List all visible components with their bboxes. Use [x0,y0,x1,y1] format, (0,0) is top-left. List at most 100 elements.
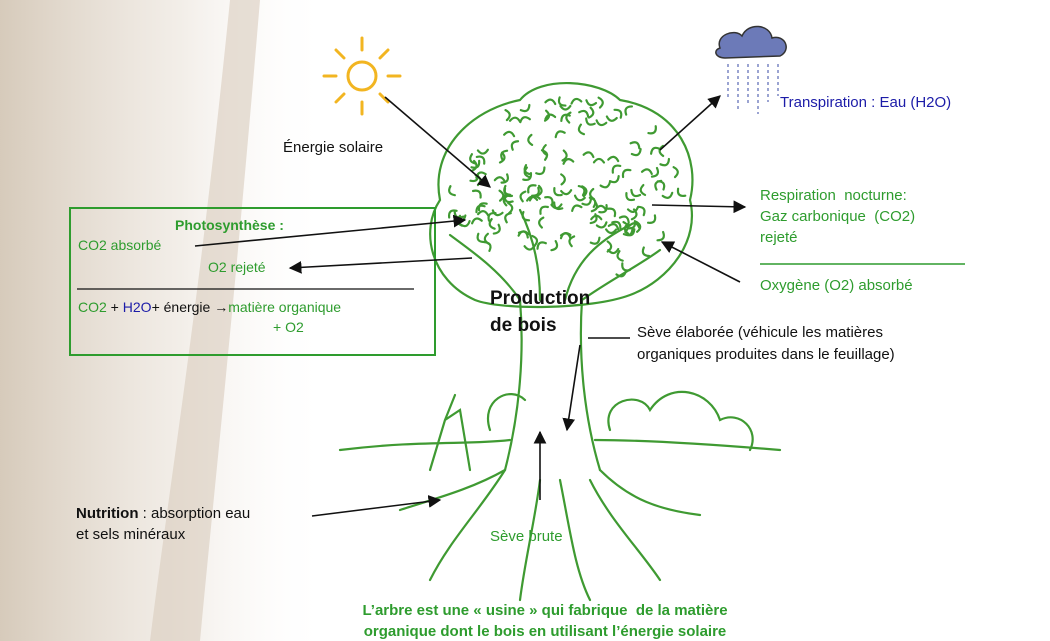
leaf [629,141,641,150]
leaf [650,166,660,178]
leaf [504,109,511,122]
leaf [624,228,636,237]
leaf [507,202,514,215]
leaf [595,221,608,229]
equation-part: H2O [123,299,152,315]
leaf [471,189,482,199]
co2-label: CO2 absorbé [78,237,161,253]
leaf [676,187,687,198]
tree [338,81,782,602]
leaf [589,236,601,245]
nutrition-text: : absorption eau [138,505,250,522]
leaf [469,153,477,165]
leaf [568,235,576,248]
nutrition-text: et sels minéraux [76,526,186,543]
leaf [535,166,546,176]
leaf [500,173,509,184]
leaf [475,155,486,165]
equation-part: + [107,299,123,315]
photosynthesis-title: Photosynthèse : [175,217,284,233]
leaf [640,168,653,175]
leaf [554,130,566,139]
leaf [661,191,674,199]
leaf [624,105,634,116]
seve-elaboree: organiques produites dans le feuillage) [637,346,895,363]
leaf [605,115,618,122]
leaf [581,185,588,198]
equation: CO2 + H2O+ énergie →matière organique [78,299,341,315]
caption: L’arbre est une « usine » qui fabrique d… [362,602,727,619]
leaf [589,213,598,225]
leaf [521,210,531,222]
leaf [562,158,575,165]
leaf [488,217,496,230]
leaf [618,215,630,224]
leaf [577,123,586,136]
background-trunk [150,0,260,641]
leaf [608,175,620,184]
leaf [531,234,539,247]
leaf [503,130,516,138]
equation-part: + O2 [273,319,304,335]
leaf [573,194,586,202]
leaf [519,190,527,203]
leaf [646,214,657,224]
respiration-line: rejeté [760,229,798,246]
leaf [550,203,563,210]
leaf [544,98,557,106]
nutrition: Nutrition : absorption eau [76,505,250,522]
leaf [621,262,631,272]
respiration-line: Gaz carbonique (CO2) [760,208,915,225]
leaf [471,217,483,225]
leaf [613,108,623,119]
leaf [630,188,642,198]
photosynthesis-box [69,207,436,356]
leaf [571,204,583,212]
leaf [477,202,488,212]
leaf [498,151,506,164]
leaf [639,183,647,197]
leaf [658,144,665,158]
leaf [598,204,608,214]
leaf [592,157,606,164]
leaf [561,149,568,162]
equation-part: matière organique [228,299,341,315]
cloud [715,25,787,114]
leaf [599,180,612,189]
caption: organique dont le bois en utilisant l’én… [364,623,727,640]
leaf [578,109,590,118]
sun [322,36,402,116]
leaf [560,173,566,186]
leaf [604,228,618,235]
leaf [487,211,497,222]
leaf [581,197,593,206]
leaf [585,117,596,126]
leaf [594,204,607,211]
leaf [559,231,572,240]
respiration-line: Respiration nocturne: [760,187,907,204]
equation-part: + énergie → [152,299,229,315]
transpiration-label: Transpiration : Eau (H2O) [780,94,951,111]
leaf [560,189,573,196]
leaf [656,230,665,242]
leaf [448,185,456,197]
production-label: Production [490,288,590,309]
leaf [493,176,506,183]
leaf [447,209,458,219]
production-label: de bois [490,315,557,336]
leaf [503,187,514,198]
leaf [587,106,595,119]
leaf [611,220,622,230]
leaf [491,209,504,217]
leaf [630,148,642,157]
leaf [539,205,549,215]
nutrition-bold: Nutrition [76,505,138,522]
seve-elaboree: Sève élaborée (véhicule les matières [637,324,883,341]
leaf [650,146,662,155]
leaf [589,187,596,201]
leaf [635,220,642,233]
leaf [637,205,646,217]
leaf [625,192,636,202]
leaf [585,99,598,107]
